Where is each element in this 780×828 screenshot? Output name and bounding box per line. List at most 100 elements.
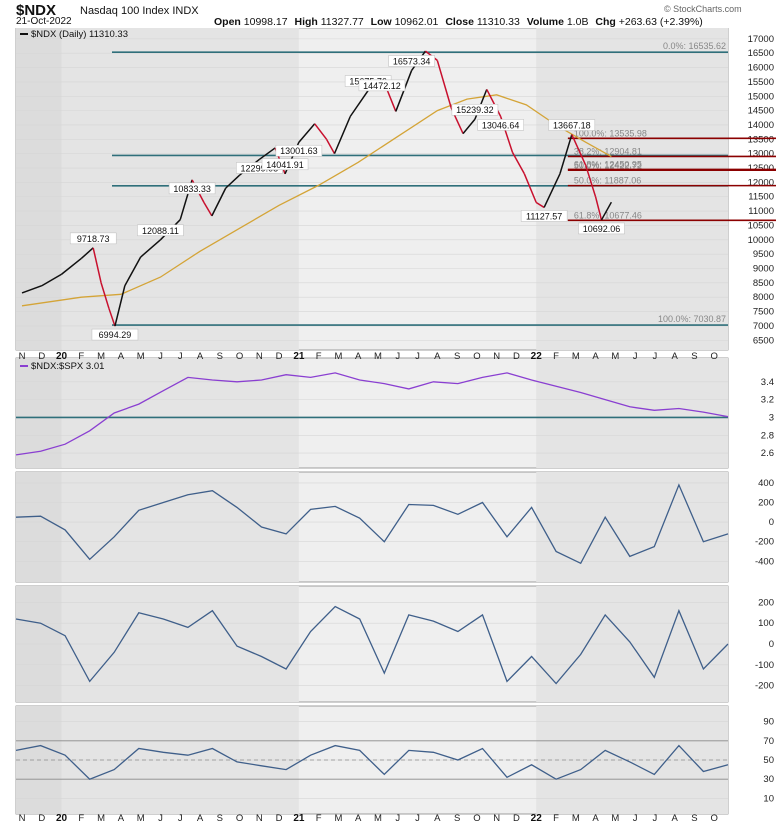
price-annotation: 12088.11 bbox=[142, 226, 179, 236]
price-annotation: 14041.91 bbox=[266, 160, 304, 170]
price-segment bbox=[41, 273, 62, 287]
fib-label-left: 0.0%: 16535.62 bbox=[663, 41, 726, 51]
price-tick-label: 16500 bbox=[748, 48, 774, 59]
chart-canvas: 6500700075008000850090009500100001050011… bbox=[15, 28, 776, 824]
fib-label-right: 50.0%: 11887.06 bbox=[574, 176, 641, 186]
x-axis-month-label: A bbox=[434, 351, 441, 362]
x-axis-month-label: N bbox=[256, 813, 263, 824]
x-axis-month-label: O bbox=[711, 813, 718, 824]
price-annotation: 15239.32 bbox=[456, 105, 494, 115]
volume-label: Volume bbox=[526, 16, 564, 28]
x-axis-month-label: M bbox=[572, 351, 580, 362]
price-segment bbox=[349, 90, 369, 117]
price-tick-label: 8500 bbox=[753, 278, 774, 289]
indicator-tick-label: 90 bbox=[763, 717, 774, 728]
date-label: 21-Oct-2022 bbox=[16, 16, 72, 27]
price-pane-band-2022 bbox=[536, 28, 728, 350]
indicator-legend: $NDX:$SPX 3.01 bbox=[31, 361, 104, 372]
price-tick-label: 8000 bbox=[753, 292, 774, 303]
indicator-tick-label: 400 bbox=[758, 478, 774, 489]
price-annotation: 11127.57 bbox=[526, 211, 562, 221]
x-axis-month-label: A bbox=[118, 813, 125, 824]
indicator-line bbox=[15, 372, 729, 456]
x-axis-month-label: A bbox=[592, 813, 599, 824]
price-annotation-box bbox=[548, 119, 596, 131]
x-axis-month-label: M bbox=[334, 351, 342, 362]
price-tick-label: 11000 bbox=[748, 206, 774, 217]
price-annotation-box bbox=[358, 79, 406, 92]
x-axis-month-label: D bbox=[38, 813, 45, 824]
price-segment bbox=[124, 256, 142, 287]
price-annotation: 6994.29 bbox=[99, 330, 132, 340]
price-annotation-box bbox=[578, 222, 625, 235]
x-axis-month-label: N bbox=[493, 813, 500, 824]
indicator-tick-label: 10 bbox=[763, 793, 774, 804]
indicator-tick-label: 50 bbox=[763, 755, 774, 766]
price-tick-label: 12500 bbox=[748, 163, 774, 174]
open-value: 10998.17 bbox=[243, 16, 288, 28]
price-tick-label: 12000 bbox=[748, 177, 774, 188]
x-axis-month-label: J bbox=[158, 813, 163, 824]
price-segment bbox=[114, 285, 126, 327]
x-axis-month-label: J bbox=[653, 813, 658, 824]
macd-pane-band-2020 bbox=[61, 472, 299, 582]
indicator-line bbox=[15, 605, 729, 685]
x-axis-month-label: A bbox=[355, 813, 362, 824]
x-axis-month-label: O bbox=[236, 351, 243, 362]
price-annotation: 10692.06 bbox=[583, 224, 621, 234]
indicator-tick-label: 100 bbox=[758, 618, 774, 629]
price-annotation-box bbox=[520, 210, 568, 222]
x-axis-month-label: J bbox=[395, 813, 400, 824]
x-axis-month-label: M bbox=[334, 813, 342, 824]
price-segment bbox=[486, 89, 502, 117]
open-label: Open bbox=[214, 16, 241, 28]
x-axis-month-label: M bbox=[137, 351, 145, 362]
price-annotation-box bbox=[261, 158, 309, 171]
x-axis-month-label: A bbox=[118, 351, 125, 362]
indicator-tick-label: -200 bbox=[755, 537, 774, 548]
price-tick-label: 16000 bbox=[748, 63, 774, 74]
price-segment bbox=[92, 247, 102, 284]
chg-value: +263.63 (+2.39%) bbox=[618, 16, 703, 28]
indicator-tick-label: -100 bbox=[755, 660, 774, 671]
source-credit: © StockCharts.com bbox=[664, 4, 742, 14]
macd-pane-band-2019 bbox=[16, 472, 62, 582]
x-axis-month-label: O bbox=[473, 351, 480, 362]
price-annotation-box bbox=[477, 119, 524, 131]
x-axis-month-label: J bbox=[633, 813, 638, 824]
price-segment bbox=[594, 196, 603, 221]
x-axis-month-label: J bbox=[395, 351, 400, 362]
x-axis-month-label: S bbox=[217, 351, 223, 362]
price-segment bbox=[80, 247, 94, 260]
x-axis-month-label: 21 bbox=[293, 813, 305, 824]
price-tick-label: 17000 bbox=[748, 34, 774, 45]
x-axis-month-label: 22 bbox=[531, 351, 543, 362]
price-tick-label: 11500 bbox=[748, 192, 774, 203]
price-segment bbox=[584, 164, 597, 197]
x-axis-month-label: A bbox=[434, 813, 441, 824]
price-tick-label: 9000 bbox=[753, 264, 774, 275]
price-segment bbox=[436, 60, 452, 108]
indicator-tick-label: 3.2 bbox=[761, 395, 774, 406]
price-tick-label: 14500 bbox=[748, 106, 774, 117]
symbol-label: $NDX bbox=[16, 2, 57, 19]
price-annotation-box bbox=[275, 144, 323, 157]
price-segment bbox=[61, 257, 82, 275]
price-annotation-box bbox=[69, 232, 117, 245]
indicator-tick-label: 30 bbox=[763, 774, 774, 785]
price-tick-label: 14000 bbox=[748, 120, 774, 131]
x-axis-month-label: J bbox=[415, 813, 420, 824]
ohlc-readout: Open 10998.17 High 11327.77 Low 10962.01… bbox=[210, 16, 703, 28]
price-segment bbox=[571, 134, 587, 166]
x-axis-month-label: O bbox=[711, 351, 718, 362]
x-axis-month-label: M bbox=[97, 813, 105, 824]
price-segment bbox=[211, 187, 227, 217]
x-axis-month-label: 20 bbox=[56, 813, 68, 824]
x-axis-month-label: F bbox=[316, 351, 322, 362]
x-axis-month-label: D bbox=[276, 351, 283, 362]
x-axis-month-label: D bbox=[513, 351, 520, 362]
chg-label: Chg bbox=[595, 16, 616, 28]
price-tick-label: 10500 bbox=[748, 220, 774, 231]
x-axis-month-label: D bbox=[38, 351, 45, 362]
price-annotation-box bbox=[91, 328, 139, 341]
